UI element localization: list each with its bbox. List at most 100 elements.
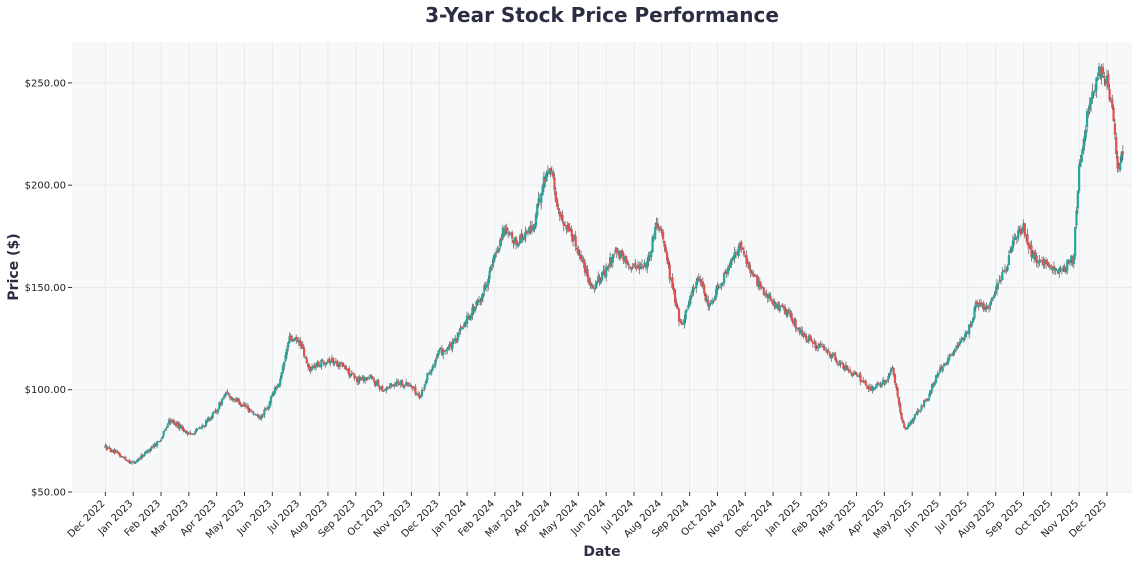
candle-down <box>508 233 511 235</box>
candle-up <box>475 301 478 306</box>
candle-up <box>930 383 934 391</box>
candle-up <box>938 367 942 373</box>
candle-up <box>785 312 788 316</box>
candle-down <box>353 374 356 379</box>
candle-down <box>854 371 857 373</box>
candle-up <box>597 275 600 281</box>
candle-up <box>481 292 485 298</box>
candle-down <box>128 460 131 463</box>
candle-down <box>859 374 862 383</box>
candle-down <box>141 455 144 457</box>
candle-up <box>1015 237 1018 239</box>
candle-down <box>105 446 108 450</box>
candle-down <box>146 451 149 453</box>
candle-down <box>365 378 368 380</box>
candle-up <box>300 345 303 347</box>
candle-down <box>838 363 841 366</box>
candle-down <box>557 207 560 210</box>
candle-down <box>244 405 247 407</box>
candle-down <box>219 402 222 405</box>
candle-down <box>801 330 804 337</box>
candle-up <box>155 441 159 447</box>
candle-up <box>958 341 962 345</box>
candle-up <box>471 307 474 316</box>
candle-up <box>144 451 147 455</box>
candle-up <box>216 409 220 413</box>
candle-up <box>689 294 693 300</box>
candle-up <box>685 309 689 311</box>
candle-up <box>456 332 459 341</box>
candle-up <box>359 377 363 380</box>
candle-up <box>310 366 314 371</box>
candle-up <box>121 456 124 458</box>
candle-up <box>593 288 596 290</box>
candle-up <box>779 305 783 307</box>
candle-up <box>487 279 490 286</box>
candle-up <box>253 413 257 415</box>
candle-down <box>940 366 943 371</box>
candle-down <box>187 432 190 434</box>
candle-down <box>583 262 587 273</box>
candle-up <box>973 307 976 319</box>
candle-down <box>562 222 565 227</box>
candle-down <box>753 275 756 277</box>
candle-down <box>116 450 119 453</box>
candle-down <box>242 404 245 406</box>
candle-up <box>349 373 352 377</box>
candle-down <box>921 406 924 408</box>
candle-up <box>516 244 519 246</box>
candle-down <box>309 368 312 372</box>
candle-down <box>178 423 181 429</box>
candle-up <box>199 427 202 429</box>
candle-up <box>669 278 673 280</box>
candle-down <box>1023 223 1026 237</box>
candle-up <box>1007 255 1011 266</box>
candle-down <box>790 312 793 320</box>
candle-down <box>717 286 720 288</box>
candle-down <box>1115 136 1118 155</box>
candle-up <box>324 363 327 365</box>
candle-down <box>815 347 818 349</box>
candle-up <box>269 396 273 403</box>
candle-down <box>587 277 591 284</box>
candle-up <box>738 242 742 248</box>
candle-up <box>1025 234 1028 237</box>
candle-down <box>296 340 299 342</box>
candle-down <box>418 394 421 399</box>
candle-down <box>671 276 674 289</box>
candle-up <box>488 270 491 279</box>
candle-down <box>132 462 135 464</box>
candle-up <box>705 298 708 301</box>
candle-up <box>129 462 132 464</box>
candle-up <box>540 193 543 204</box>
candle-up <box>987 307 991 309</box>
candle-down <box>567 223 571 232</box>
candle-down <box>679 320 682 322</box>
candle-up <box>1031 253 1034 259</box>
candle-down <box>842 363 845 369</box>
candle-down <box>313 364 316 368</box>
candle-down <box>401 380 404 386</box>
candle-down <box>500 238 503 241</box>
candle-up <box>830 355 833 359</box>
candle-down <box>770 299 773 301</box>
candle-up <box>268 401 271 408</box>
candle-up <box>631 266 634 268</box>
candle-down <box>169 419 172 423</box>
candle-down <box>693 287 697 289</box>
candle-up <box>891 367 894 369</box>
candle-down <box>787 310 791 314</box>
candle-down <box>358 376 361 381</box>
candle-down <box>666 252 669 261</box>
candle-up <box>691 289 694 294</box>
candle-down <box>308 365 311 369</box>
candle-up <box>366 377 369 379</box>
candle-up <box>1078 165 1081 192</box>
candle-up <box>1050 267 1053 269</box>
candle-down <box>227 393 230 396</box>
candle-up <box>186 431 189 434</box>
candle-up <box>732 256 735 260</box>
candle-down <box>255 414 258 416</box>
candle-up <box>937 373 940 376</box>
candle-down <box>198 427 201 429</box>
